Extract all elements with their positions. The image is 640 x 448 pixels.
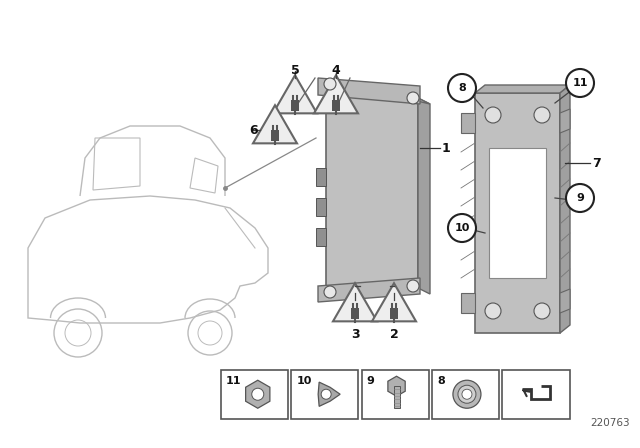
Polygon shape [461, 113, 475, 133]
Circle shape [407, 92, 419, 104]
Text: 8: 8 [437, 375, 445, 386]
Circle shape [534, 303, 550, 319]
Bar [332, 99, 340, 111]
Circle shape [324, 286, 336, 298]
Circle shape [321, 389, 331, 399]
Text: 7: 7 [592, 156, 601, 169]
Polygon shape [273, 75, 317, 113]
Bar [362, 370, 429, 419]
Bar [394, 386, 399, 408]
Polygon shape [318, 382, 340, 406]
Text: 5: 5 [291, 64, 300, 77]
Bar [390, 308, 398, 319]
Circle shape [448, 74, 476, 102]
Text: 11: 11 [226, 375, 241, 386]
Circle shape [485, 107, 501, 123]
Bar [475, 93, 560, 333]
Circle shape [462, 389, 472, 399]
Text: 220763: 220763 [590, 418, 630, 428]
Polygon shape [418, 98, 430, 294]
Circle shape [324, 78, 336, 90]
Circle shape [458, 385, 476, 403]
Circle shape [453, 380, 481, 408]
Text: 10: 10 [296, 375, 312, 386]
Text: 10: 10 [454, 223, 470, 233]
Polygon shape [316, 228, 326, 246]
Polygon shape [560, 109, 570, 133]
Polygon shape [326, 90, 418, 296]
Circle shape [534, 107, 550, 123]
Text: 2: 2 [390, 328, 398, 341]
Polygon shape [326, 82, 430, 104]
Bar [432, 370, 499, 419]
Circle shape [485, 303, 501, 319]
Bar [291, 370, 358, 419]
Polygon shape [372, 283, 416, 321]
Bar [351, 308, 359, 319]
Polygon shape [560, 289, 570, 313]
Bar [489, 148, 546, 278]
Bar [221, 370, 288, 419]
Circle shape [407, 280, 419, 292]
Text: 1: 1 [442, 142, 451, 155]
Circle shape [566, 184, 594, 212]
Polygon shape [316, 168, 326, 186]
Text: 9: 9 [367, 375, 374, 386]
Bar [271, 129, 279, 141]
Text: 11: 11 [572, 78, 588, 88]
Polygon shape [253, 105, 297, 143]
Polygon shape [461, 293, 475, 313]
Polygon shape [314, 75, 358, 113]
Polygon shape [318, 78, 420, 104]
Text: 8: 8 [458, 83, 466, 93]
Bar [291, 99, 299, 111]
Circle shape [566, 69, 594, 97]
Bar [502, 370, 570, 419]
Text: 3: 3 [351, 328, 359, 341]
Circle shape [448, 214, 476, 242]
Circle shape [252, 388, 264, 400]
Polygon shape [560, 85, 570, 333]
Text: 9: 9 [576, 193, 584, 203]
Polygon shape [318, 278, 420, 302]
Text: 6: 6 [250, 124, 258, 137]
Polygon shape [316, 198, 326, 216]
Text: 4: 4 [332, 64, 340, 77]
Polygon shape [475, 85, 570, 93]
Polygon shape [333, 283, 377, 321]
